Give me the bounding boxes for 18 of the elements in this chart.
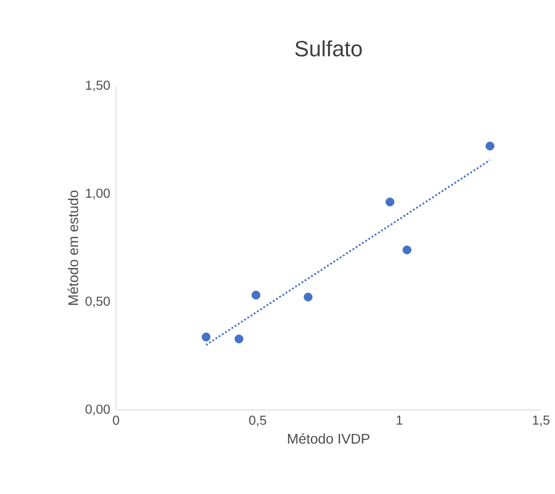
y-tick-label: 0,50	[86, 296, 110, 308]
y-tick-label: 1,00	[86, 188, 110, 200]
point	[402, 246, 412, 254]
x-axis-title: Método IVDP	[288, 433, 370, 444]
point	[486, 142, 494, 150]
y-axis-title: Método em estudo	[68, 190, 78, 305]
x-tick-label: 0,5	[249, 416, 266, 426]
point	[252, 290, 260, 300]
y-tick-label: 1,50	[86, 80, 110, 92]
point	[304, 292, 312, 302]
y-tick-label: 0,00	[86, 404, 110, 416]
x-tick-label: 1,5	[532, 416, 550, 426]
x-tick-label: 0	[112, 416, 120, 425]
point	[234, 334, 244, 344]
point	[386, 198, 394, 206]
point	[202, 332, 210, 342]
chart-title: Sulfato	[295, 40, 362, 56]
x-tick-label: 1	[396, 416, 402, 425]
